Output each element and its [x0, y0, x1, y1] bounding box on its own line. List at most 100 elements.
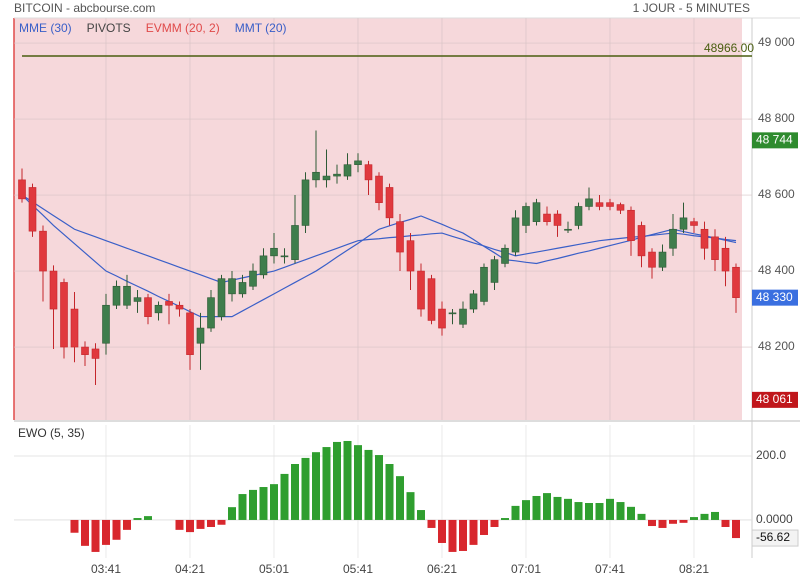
candle-body: [637, 225, 646, 257]
candle-body: [270, 247, 278, 257]
bar: [291, 464, 299, 520]
bar: [396, 476, 404, 520]
price-tag-label: 48 744: [756, 133, 793, 147]
candle-body: [102, 304, 110, 344]
candle-body: [553, 213, 562, 226]
candle-body: [543, 213, 551, 222]
candle-body: [28, 187, 37, 232]
bar: [354, 445, 362, 520]
y-tick-label: 48 600: [758, 187, 795, 201]
x-tick-label: 03:41: [91, 562, 121, 576]
candle-body: [207, 297, 215, 329]
candle-body: [522, 206, 530, 226]
value-tag-label: -56.62: [756, 530, 790, 544]
bar: [501, 518, 509, 520]
candle-body: [259, 255, 268, 276]
bar: [595, 503, 604, 520]
candle-body: [291, 225, 299, 260]
bar: [91, 519, 100, 552]
candle-body: [18, 179, 26, 200]
legend-entry: PIVOTS: [87, 21, 131, 35]
candle-body: [658, 251, 667, 268]
candle-body: [711, 236, 719, 260]
bar: [627, 506, 635, 520]
price-tag-label: 48 061: [756, 392, 793, 406]
candle-body: [732, 266, 740, 298]
candle-body: [700, 228, 709, 249]
candle-body: [417, 270, 425, 310]
candle-body: [606, 202, 614, 207]
candle-body: [112, 285, 121, 306]
candle-body: [39, 230, 47, 272]
bar: [417, 510, 425, 520]
bar: [658, 519, 667, 528]
price-tag-label: 48 330: [756, 290, 793, 304]
candle-body: [469, 293, 478, 310]
x-tick-label: 05:41: [343, 562, 373, 576]
x-tick-label: 07:01: [511, 562, 541, 576]
bar: [616, 502, 625, 520]
bar: [522, 500, 530, 520]
bar: [469, 519, 478, 545]
bar: [732, 519, 740, 539]
candle-body: [448, 312, 457, 315]
bar: [448, 519, 457, 552]
candle-body: [385, 187, 394, 219]
candle-body: [238, 282, 247, 295]
candle-body: [480, 266, 488, 302]
candle-body: [60, 282, 68, 348]
y-tick-label: 49 000: [758, 35, 795, 49]
price-panel-background: [14, 18, 742, 420]
candle-body: [532, 202, 541, 222]
bar: [532, 495, 541, 520]
bar: [196, 519, 205, 529]
candle-body: [427, 278, 436, 321]
legend-entry: MMT (20): [235, 21, 287, 35]
candle-body: [81, 346, 89, 355]
y-tick-label: 0.0000: [756, 512, 793, 526]
candle-body: [595, 202, 604, 207]
bar: [679, 519, 688, 523]
pivot-label: 48966.00: [704, 41, 754, 55]
candle-body: [490, 259, 499, 283]
price-tag: [752, 289, 798, 306]
x-tick-label: 06:21: [427, 562, 457, 576]
bar: [312, 452, 320, 520]
candle-body: [406, 240, 415, 272]
bar: [207, 519, 215, 527]
bar: [637, 513, 646, 520]
moving-average-line: [21, 194, 737, 284]
candle-body: [217, 278, 226, 317]
candle-body: [280, 255, 289, 258]
candle-body: [354, 160, 362, 165]
candle-body: [364, 164, 373, 181]
bar: [700, 513, 709, 520]
candle-body: [301, 179, 310, 226]
period-label: 1 JOUR - 5 MINUTES: [633, 1, 750, 15]
bar: [144, 516, 152, 520]
bar: [375, 455, 383, 520]
bar: [511, 505, 520, 520]
candle-body: [574, 206, 583, 226]
bar: [175, 519, 184, 530]
candle-body: [91, 348, 100, 359]
bar: [343, 440, 352, 520]
bar: [133, 518, 142, 520]
bar: [238, 494, 247, 520]
candle-body: [627, 209, 635, 241]
y-tick-label: 48 200: [758, 339, 795, 353]
candle-body: [228, 278, 236, 295]
candle-body: [616, 204, 625, 211]
bar: [259, 487, 268, 520]
bar: [102, 519, 110, 545]
candle-body: [690, 221, 698, 226]
candle-body: [165, 301, 173, 306]
bar: [81, 519, 89, 546]
candle-body: [312, 171, 320, 181]
candle-body: [721, 247, 730, 272]
bar: [301, 457, 310, 520]
x-tick-label: 08:21: [679, 562, 709, 576]
candle-body: [679, 217, 688, 230]
y-tick-label: 48 400: [758, 263, 795, 277]
